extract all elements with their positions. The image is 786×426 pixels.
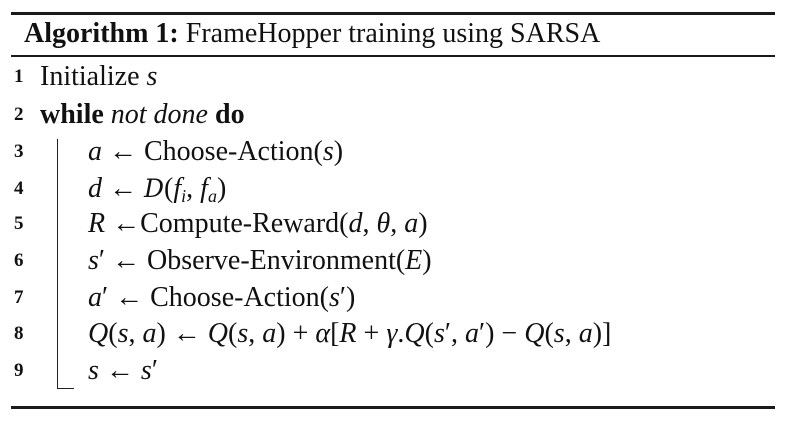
line-text: s ← s′ bbox=[88, 355, 158, 386]
loop-condition: not done bbox=[110, 99, 208, 130]
line-text: Initialize s bbox=[40, 61, 158, 92]
line-number: 6 bbox=[14, 250, 24, 271]
while-statement: while not done do bbox=[40, 97, 245, 133]
keyword-while: while bbox=[40, 99, 104, 130]
caption-title: FrameHopper training using SARSA bbox=[185, 18, 601, 49]
line-number: 5 bbox=[14, 213, 24, 234]
line-text: a′ ← Choose-Action(s′) bbox=[88, 282, 356, 313]
bottom-rule bbox=[11, 406, 775, 409]
line-number: 4 bbox=[14, 178, 24, 199]
algorithm-caption: Algorithm 1: FrameHopper training using … bbox=[24, 14, 600, 54]
line-number: 7 bbox=[14, 287, 24, 308]
line-text: Q(s, a) ← Q(s, a) + α[R + γ.Q(s′, a′) − … bbox=[88, 318, 612, 349]
line-text: a ← Choose-Action(s) bbox=[88, 136, 344, 167]
line-number: 2 bbox=[14, 104, 24, 125]
line-text: d ← D(fi, fa) bbox=[88, 173, 227, 206]
caption-rule bbox=[11, 55, 775, 57]
keyword-do: do bbox=[215, 99, 245, 130]
line-number: 3 bbox=[14, 141, 24, 162]
top-rule bbox=[11, 12, 775, 15]
loop-scope-bar bbox=[57, 139, 58, 389]
line-number: 8 bbox=[14, 323, 24, 344]
line-number: 1 bbox=[14, 66, 24, 87]
loop-scope-foot bbox=[57, 388, 74, 389]
line-text: s′ ← Observe-Environment(E) bbox=[88, 245, 432, 276]
caption-label: Algorithm 1: bbox=[24, 18, 179, 49]
line-number: 9 bbox=[14, 360, 24, 381]
line-text: R ←Compute-Reward(d, θ, a) bbox=[88, 208, 428, 239]
